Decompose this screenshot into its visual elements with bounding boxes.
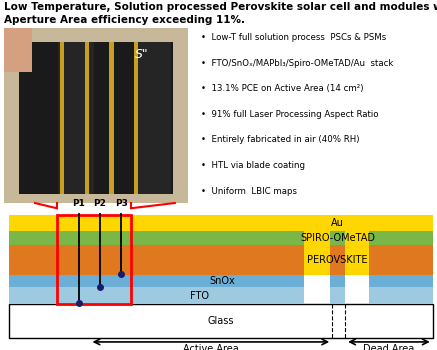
- Text: •  Low-T full solution process  PSCs & PSMs: • Low-T full solution process PSCs & PSM…: [201, 33, 386, 42]
- Bar: [304, 231, 330, 245]
- Bar: [19, 42, 55, 194]
- Text: •  91% full Laser Processing Aspect Ratio: • 91% full Laser Processing Aspect Ratio: [201, 110, 378, 119]
- Bar: [369, 231, 433, 245]
- Bar: [4, 28, 32, 72]
- Bar: [330, 275, 345, 287]
- Text: P1: P1: [72, 199, 85, 208]
- Bar: [369, 287, 433, 304]
- Bar: [135, 42, 171, 194]
- Bar: [60, 42, 64, 194]
- Text: P3: P3: [114, 199, 128, 208]
- Bar: [9, 304, 433, 338]
- Text: •  Entirely fabricated in air (40% RH): • Entirely fabricated in air (40% RH): [201, 135, 360, 145]
- Bar: [345, 231, 369, 245]
- Text: •  HTL via blade coating: • HTL via blade coating: [201, 161, 305, 170]
- Text: FTO: FTO: [191, 291, 209, 301]
- Bar: [345, 215, 369, 231]
- Bar: [134, 42, 139, 194]
- Bar: [369, 275, 433, 287]
- Bar: [304, 245, 330, 275]
- Text: Glass: Glass: [208, 316, 234, 326]
- Bar: [57, 215, 131, 304]
- Bar: [369, 245, 433, 275]
- Bar: [9, 245, 304, 275]
- Text: PEROVSKITE: PEROVSKITE: [307, 255, 368, 265]
- Bar: [85, 42, 89, 194]
- Bar: [330, 287, 345, 304]
- Bar: [9, 231, 304, 245]
- Text: S": S": [135, 48, 149, 61]
- Text: •  FTO/SnOₓ/MAPbI₃/Spiro-OMeTAD/Au  stack: • FTO/SnOₓ/MAPbI₃/Spiro-OMeTAD/Au stack: [201, 59, 393, 68]
- Bar: [96, 42, 133, 194]
- Text: Au: Au: [331, 218, 344, 228]
- Bar: [58, 42, 94, 194]
- Text: Low Temperature, Solution processed Perovskite solar cell and modules with an: Low Temperature, Solution processed Pero…: [4, 2, 437, 12]
- Bar: [19, 42, 173, 194]
- Bar: [369, 215, 433, 231]
- Bar: [330, 245, 345, 275]
- Bar: [9, 275, 304, 287]
- Text: •  13.1% PCE on Active Area (14 cm²): • 13.1% PCE on Active Area (14 cm²): [201, 84, 364, 93]
- Bar: [330, 231, 345, 245]
- Text: P2: P2: [94, 199, 106, 208]
- Bar: [330, 215, 345, 231]
- Bar: [9, 287, 304, 304]
- Text: SPIRO-OMeTAD: SPIRO-OMeTAD: [300, 233, 375, 243]
- Bar: [304, 215, 330, 231]
- Text: Active Area: Active Area: [183, 344, 239, 350]
- Text: Aperture Area efficiency exceeding 11%.: Aperture Area efficiency exceeding 11%.: [4, 15, 245, 25]
- Text: •  Uniform  LBIC maps: • Uniform LBIC maps: [201, 187, 297, 196]
- Bar: [345, 245, 369, 275]
- Text: Dead Area: Dead Area: [363, 344, 415, 350]
- Bar: [9, 215, 304, 231]
- Bar: [109, 42, 114, 194]
- Text: SnOx: SnOx: [209, 276, 235, 286]
